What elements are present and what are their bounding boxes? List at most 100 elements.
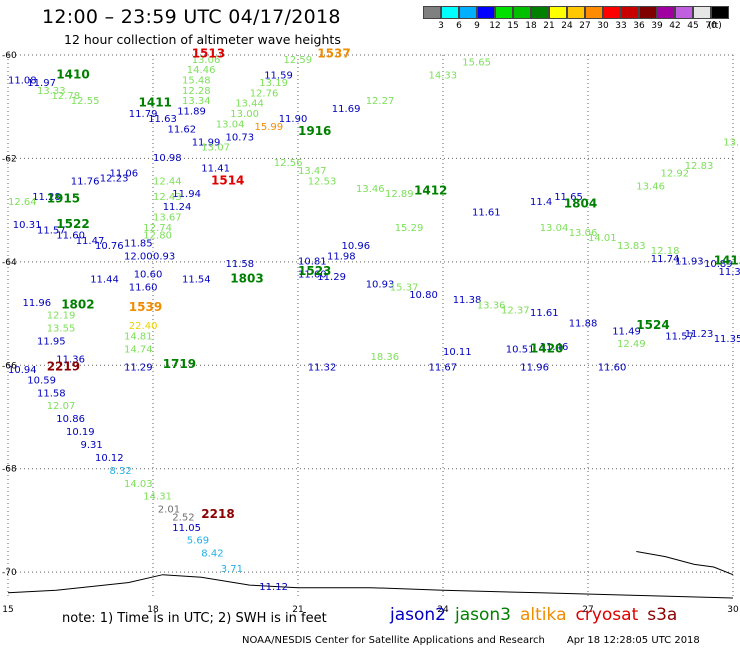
wave-height-value: 15.65 xyxy=(462,57,491,68)
longitude-tick-label: 15 xyxy=(2,605,13,615)
color-scale-label: 70 xyxy=(705,21,717,31)
wave-height-value: 11.74 xyxy=(651,254,680,265)
wave-height-value: 13.44 xyxy=(235,99,264,110)
latitude-tick-label: -60 xyxy=(2,51,17,61)
color-scale-swatch xyxy=(549,6,567,19)
latitude-tick-label: -62 xyxy=(2,154,17,164)
wave-height-value: 15.48 xyxy=(182,75,211,86)
wave-height-value: 12.80 xyxy=(143,231,172,242)
wave-height-value: 14.01 xyxy=(588,233,617,244)
wave-height-value: 12.89 xyxy=(385,189,414,200)
color-scale-swatch xyxy=(477,6,495,19)
wave-height-value: 11.96 xyxy=(520,363,549,374)
wave-height-value: 10.89 xyxy=(704,259,733,270)
wave-height-value: 2.01 xyxy=(158,505,180,516)
pass-time-label: 2219 xyxy=(47,360,80,374)
wave-height-value: 11.32 xyxy=(308,363,337,374)
wave-height-value: 13.07 xyxy=(201,143,230,154)
wave-height-value: 11.62 xyxy=(168,125,197,136)
legend-entry-jason3: jason3 xyxy=(455,605,511,625)
wave-height-value: 12.78 xyxy=(52,91,81,102)
wave-height-value: 12.64 xyxy=(8,197,37,208)
wave-height-value: 11.57 xyxy=(665,331,694,342)
color-scale-label: 33 xyxy=(615,21,627,31)
color-scale-label: 45 xyxy=(687,21,699,31)
wave-height-value: 13.06 xyxy=(569,228,598,239)
wave-height-value: 12.74 xyxy=(143,223,172,234)
wave-height-value: 14.33 xyxy=(429,70,458,81)
wave-height-value: 13.47 xyxy=(298,166,327,177)
wave-height-value: 13.36 xyxy=(477,300,506,311)
latitude-tick-label: -68 xyxy=(2,465,17,475)
wave-height-value: 11.38 xyxy=(453,295,482,306)
wave-height-value: 13.19 xyxy=(259,78,288,89)
wave-height-value: 15.99 xyxy=(255,122,284,133)
wave-height-value: 13.00 xyxy=(230,109,259,120)
wave-height-value: 3.71 xyxy=(221,564,243,575)
pass-time-label: 1413 xyxy=(714,253,740,267)
wave-height-value: 0.93 xyxy=(153,251,175,262)
wave-height-value: 11.54 xyxy=(182,275,211,286)
wave-height-value: 15.37 xyxy=(390,282,419,293)
legend-entry-s3a: s3a xyxy=(647,605,678,625)
color-scale-label: 36 xyxy=(633,21,645,31)
color-scale-swatch xyxy=(711,6,729,19)
color-scale-swatch xyxy=(585,6,603,19)
wave-height-value: 10.73 xyxy=(226,132,255,143)
graticule xyxy=(7,54,734,598)
wave-height-value: 12.00 xyxy=(124,251,153,262)
wave-height-value: 11.57 xyxy=(37,225,66,236)
wave-height-value: 12.59 xyxy=(284,55,313,66)
pass-time-label: 1420 xyxy=(530,341,563,355)
wave-height-value: 11.69 xyxy=(332,104,361,115)
wave-height-value: 10.94 xyxy=(8,365,37,376)
pass-time-label: 1412 xyxy=(414,184,447,198)
color-scale-label: 21 xyxy=(543,21,555,31)
pass-time-label: 1915 xyxy=(47,191,80,205)
wave-height-value: 12.53 xyxy=(308,176,337,187)
color-scale-swatch xyxy=(459,6,477,19)
wave-height-value: 14.46 xyxy=(187,65,216,76)
wave-height-value: 11.99 xyxy=(192,138,221,149)
pass-time-label: 1804 xyxy=(564,197,597,211)
pass-time-label: 1514 xyxy=(211,173,244,187)
color-scale-label: 18 xyxy=(525,21,537,31)
credit-line: NOAA/NESDIS Center for Satellite Applica… xyxy=(242,635,700,646)
wave-height-value: 11.23 xyxy=(685,329,714,340)
wave-height-value: 10.59 xyxy=(27,375,56,386)
wave-height-value: 12.23 xyxy=(100,174,129,185)
color-scale-swatch xyxy=(693,6,711,19)
wave-height-value: 11.49 xyxy=(612,326,641,337)
wave-height-value: 10.81 xyxy=(298,256,327,267)
pass-time-label: 1803 xyxy=(230,272,263,286)
color-scale-swatch xyxy=(531,6,549,19)
latitude-tick-label: -70 xyxy=(2,568,17,578)
pass-time-label: 1411 xyxy=(139,96,172,110)
longitude-tick-label: 21 xyxy=(292,605,303,615)
color-scale-swatch xyxy=(441,6,459,19)
pass-time-label: 1523 xyxy=(298,264,331,278)
wave-height-value: 11.28 xyxy=(32,192,61,203)
color-scale-swatch xyxy=(621,6,639,19)
wave-height-value: 11.06 xyxy=(110,169,139,180)
wave-height-value: 11.65 xyxy=(554,192,583,203)
wave-height-value: 13.06 xyxy=(192,55,221,66)
wave-height-value: 13.55 xyxy=(47,324,76,335)
wave-height-value: 11.4 xyxy=(530,197,552,208)
longitude-tick-label: 27 xyxy=(582,605,593,615)
wave-height-value: 11.36 xyxy=(56,355,85,366)
latitude-tick-label: -64 xyxy=(2,258,17,268)
wave-height-value: 12.28 xyxy=(182,86,211,97)
credit-timestamp: Apr 18 12:28:05 UTC 2018 xyxy=(566,635,700,646)
wave-height-value: 11.95 xyxy=(37,337,66,348)
wave-height-value: 13.34 xyxy=(723,138,740,149)
wave-height-value: 11.79 xyxy=(129,109,158,120)
color-scale-labels: 3 6 9 12 15 18 21 24 27 30 33 36 39 42 45 70 (ft) xyxy=(423,19,729,31)
wave-height-value: 11.29 xyxy=(317,272,346,283)
wave-height-value: 11.60 xyxy=(298,269,327,280)
wave-height-value: 11.96 xyxy=(23,298,52,309)
wave-height-value: 10.12 xyxy=(95,453,124,464)
wave-height-value: 12.27 xyxy=(366,96,395,107)
wave-height-value: 12.07 xyxy=(47,401,76,412)
